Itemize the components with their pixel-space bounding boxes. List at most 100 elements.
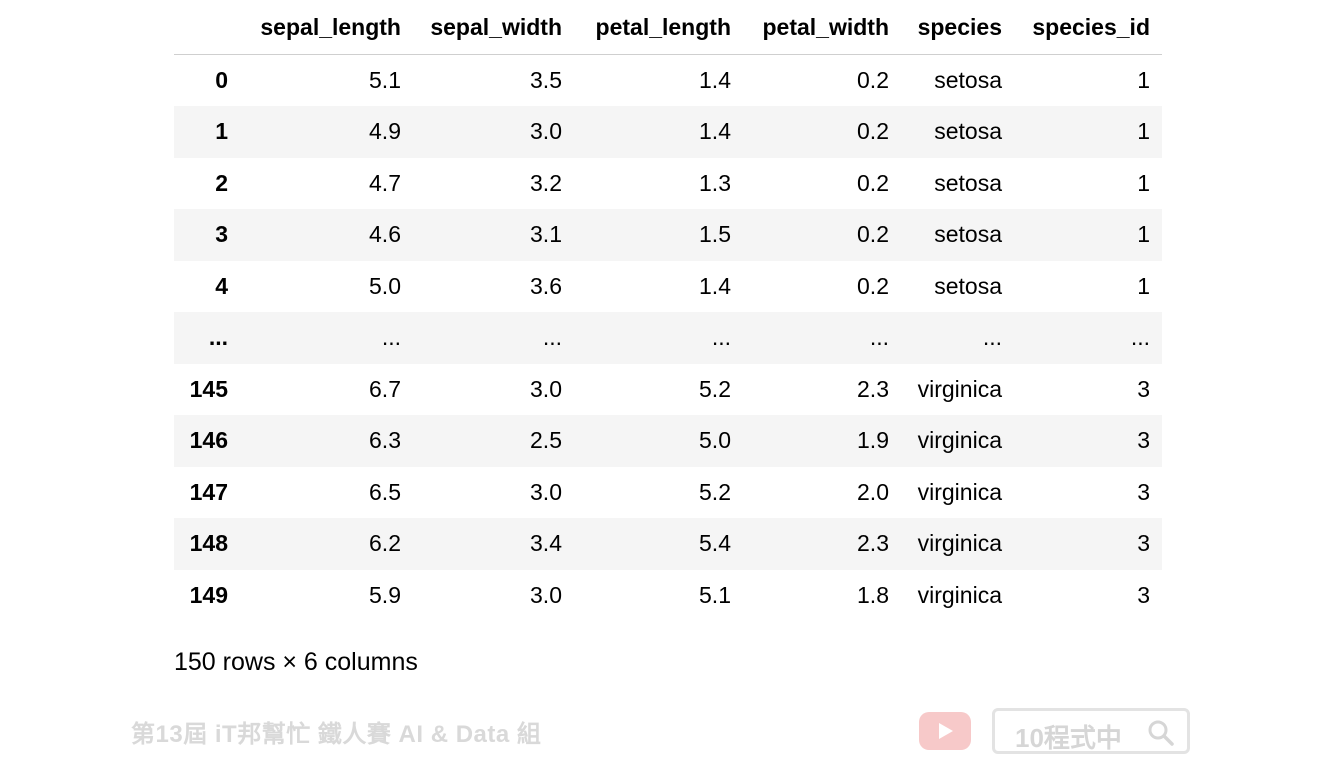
table-cell: 1.9 [857, 427, 889, 454]
table-cell: ... [711, 324, 731, 351]
table-cell: 3.4 [530, 530, 562, 557]
table-cell: 3.1 [530, 221, 562, 248]
row-index: 148 [189, 530, 228, 557]
table-row: 145 6.7 3.0 5.2 2.3 virginica 3 [174, 364, 1162, 416]
table-row: 147 6.5 3.0 5.2 2.0 virginica 3 [174, 467, 1162, 519]
table-cell: setosa [934, 272, 1002, 299]
table-cell: virginica [917, 581, 1002, 608]
table-cell: 5.9 [369, 581, 401, 608]
table-cell: ... [381, 324, 401, 351]
table-cell: 1 [1137, 221, 1150, 248]
row-index: 146 [189, 427, 228, 454]
table-cell: 3.6 [530, 272, 562, 299]
table-row: 4 5.0 3.6 1.4 0.2 setosa 1 [174, 261, 1162, 313]
table-cell: virginica [917, 375, 1002, 402]
column-header: species [901, 0, 1014, 55]
row-index: 145 [189, 375, 228, 402]
table-cell: 3 [1137, 581, 1150, 608]
table-cell: 1 [1137, 169, 1150, 196]
table-cell: 0.2 [857, 118, 889, 145]
table-row: 0 5.1 3.5 1.4 0.2 setosa 1 [174, 55, 1162, 107]
table-cell: setosa [934, 67, 1002, 93]
table-cell: 5.0 [369, 272, 401, 299]
table-cell: setosa [934, 169, 1002, 196]
table-cell: 3.0 [530, 581, 562, 608]
table-cell: 5.0 [699, 427, 731, 454]
play-icon [939, 723, 953, 739]
table-cell: ... [869, 324, 889, 351]
table-row: 3 4.6 3.1 1.5 0.2 setosa 1 [174, 209, 1162, 261]
table-cell: 5.1 [699, 581, 731, 608]
column-header: species_id [1014, 0, 1162, 55]
table-cell: 5.2 [699, 478, 731, 505]
table-cell: 6.3 [369, 427, 401, 454]
table-cell: 0.2 [857, 67, 889, 93]
index-header [174, 0, 240, 55]
table-cell: 5.1 [369, 67, 401, 93]
table-cell: 5.2 [699, 375, 731, 402]
table-row: 149 5.9 3.0 5.1 1.8 virginica 3 [174, 570, 1162, 622]
table-row: 1 4.9 3.0 1.4 0.2 setosa 1 [174, 106, 1162, 158]
table-row: 146 6.3 2.5 5.0 1.9 virginica 3 [174, 415, 1162, 467]
table-cell: 4.7 [369, 169, 401, 196]
table-cell: 6.7 [369, 375, 401, 402]
table-cell: virginica [917, 427, 1002, 454]
table-cell: setosa [934, 221, 1002, 248]
table-cell: setosa [934, 118, 1002, 145]
table-cell: ... [982, 324, 1002, 351]
dataframe-table: sepal_length sepal_width petal_length petal… [174, 0, 1162, 621]
event-watermark: 第13屆 iT邦幫忙 鐵人賽 AI & Data 組 [131, 721, 542, 748]
table-cell: 1.4 [699, 67, 731, 93]
table-cell: 2.3 [857, 375, 889, 402]
table-cell: 1.8 [857, 581, 889, 608]
table-cell: 1.3 [699, 169, 731, 196]
table-cell: 1 [1137, 272, 1150, 299]
row-index: 3 [215, 221, 228, 248]
table-cell: 5.4 [699, 530, 731, 557]
table-cell: 3 [1137, 530, 1150, 557]
row-index: ... [208, 324, 228, 351]
table-cell: 4.9 [369, 118, 401, 145]
table-cell: 0.2 [857, 272, 889, 299]
table-cell: 4.6 [369, 221, 401, 248]
table-cell: 1.4 [699, 118, 731, 145]
table-cell: 3 [1137, 478, 1150, 505]
shape-summary: 150 rows × 6 columns [174, 648, 418, 676]
row-index: 2 [215, 169, 228, 196]
table-cell: 6.5 [369, 478, 401, 505]
row-index: 147 [189, 478, 228, 505]
table-body: 0 5.1 3.5 1.4 0.2 setosa 1 1 4.9 3.0 1.4 0.2 setosa 1… [174, 55, 1162, 622]
row-index: 1 [215, 118, 228, 145]
column-header: sepal_length [240, 0, 413, 55]
table-cell: virginica [917, 478, 1002, 505]
row-index: 4 [215, 272, 228, 299]
table-cell: ... [542, 324, 562, 351]
search-icon [1148, 720, 1174, 746]
table-cell: 3 [1137, 427, 1150, 454]
table-cell: 6.2 [369, 530, 401, 557]
table-cell: 3.0 [530, 375, 562, 402]
table-cell: 1.5 [699, 221, 731, 248]
table-cell: 1 [1137, 118, 1150, 145]
brand-watermark-box: 10程式中 [992, 708, 1190, 754]
table-cell: 3.0 [530, 118, 562, 145]
table-cell: 1.4 [699, 272, 731, 299]
row-index: 149 [189, 581, 228, 608]
youtube-icon [919, 712, 971, 750]
table-row: 2 4.7 3.2 1.3 0.2 setosa 1 [174, 158, 1162, 210]
brand-watermark-text: 10程式中 [1015, 723, 1122, 753]
table-cell: 3.5 [530, 67, 562, 93]
table-cell: virginica [917, 530, 1002, 557]
table-cell: 1 [1137, 67, 1150, 93]
table-cell: ... [1130, 324, 1150, 351]
table-cell: 0.2 [857, 169, 889, 196]
table-row: 148 6.2 3.4 5.4 2.3 virginica 3 [174, 518, 1162, 570]
column-header: petal_length [574, 0, 743, 55]
table-cell: 0.2 [857, 221, 889, 248]
row-index: 0 [215, 67, 228, 93]
table-cell: 3.0 [530, 478, 562, 505]
table-cell: 2.5 [530, 427, 562, 454]
table-cell: 3 [1137, 375, 1150, 402]
table-cell: 3.2 [530, 169, 562, 196]
table-cell: 2.3 [857, 530, 889, 557]
